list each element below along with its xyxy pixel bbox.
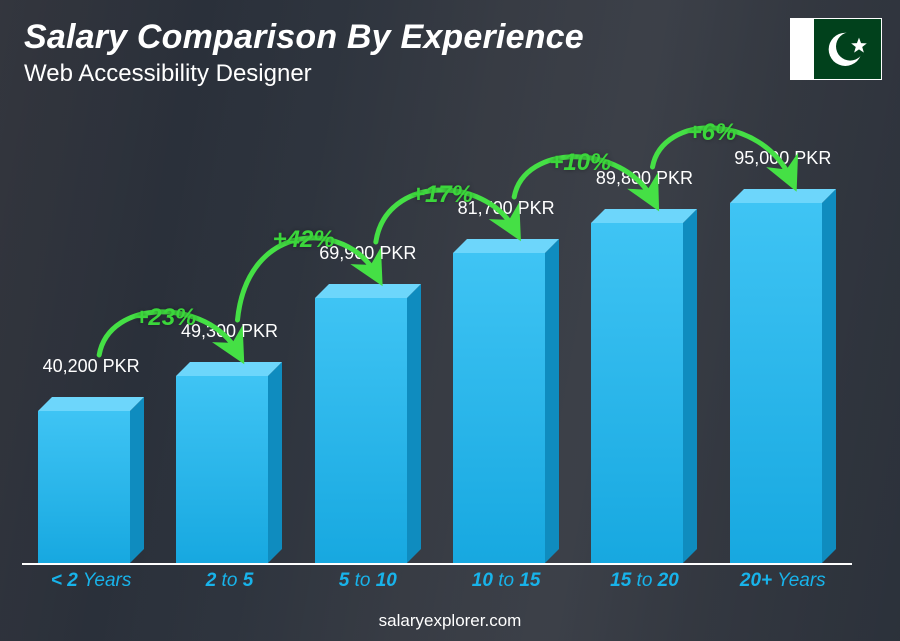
bar-top — [176, 362, 282, 376]
x-axis-label: 5 to 10 — [303, 570, 433, 592]
bar-chart: 40,200 PKR 49,300 PKR 69,900 PKR 81,700 PKR… — [22, 75, 852, 595]
bar-front — [591, 223, 683, 563]
bar: 49,300 PKR — [176, 376, 282, 563]
bar-front — [730, 203, 822, 563]
crescent-star-icon — [814, 19, 881, 80]
flag-field — [814, 19, 882, 79]
bar-value-label: 40,200 PKR — [16, 356, 166, 377]
x-axis-label: 15 to 20 — [579, 570, 709, 592]
bar-slot: 69,900 PKR — [303, 75, 433, 563]
bar-top — [38, 397, 144, 411]
growth-pct-label: +23% — [134, 304, 196, 332]
growth-pct-label: +10% — [549, 149, 611, 177]
x-axis-label: 10 to 15 — [441, 570, 571, 592]
bar-side — [822, 189, 836, 563]
bar-side — [268, 362, 282, 563]
x-axis-label: < 2 Years — [26, 570, 156, 592]
bar: 40,200 PKR — [38, 411, 144, 563]
growth-pct-label: +42% — [273, 226, 335, 254]
chart-title: Salary Comparison By Experience — [24, 18, 584, 57]
x-axis-line — [22, 563, 852, 565]
bar: 69,900 PKR — [315, 298, 421, 563]
x-axis-label: 2 to 5 — [164, 570, 294, 592]
bar-side — [683, 209, 697, 563]
bar-value-label: 95,000 PKR — [708, 148, 858, 169]
x-axis-labels: < 2 Years 2 to 5 5 to 10 10 to 15 15 to 20 20… — [22, 567, 852, 595]
bar-top — [453, 239, 559, 253]
bar-top — [315, 284, 421, 298]
flag-stripe — [791, 19, 814, 79]
bar-side — [545, 239, 559, 563]
bar-side — [407, 284, 421, 563]
bar: 89,800 PKR — [591, 223, 697, 563]
bar: 81,700 PKR — [453, 253, 559, 563]
bar-front — [453, 253, 545, 563]
footer-attribution: salaryexplorer.com — [0, 611, 900, 631]
bar-slot: 95,000 PKR — [718, 75, 848, 563]
growth-pct-label: +17% — [411, 181, 473, 209]
pakistan-flag-icon — [790, 18, 882, 80]
bar-front — [176, 376, 268, 563]
x-axis-label: 20+ Years — [718, 570, 848, 592]
bar-top — [591, 209, 697, 223]
bar-front — [315, 298, 407, 563]
bar-side — [130, 397, 144, 563]
growth-pct-label: +6% — [688, 119, 737, 147]
bar-top — [730, 189, 836, 203]
bar: 95,000 PKR — [730, 203, 836, 563]
bar-front — [38, 411, 130, 563]
chart-stage: Salary Comparison By Experience Web Acce… — [0, 0, 900, 641]
